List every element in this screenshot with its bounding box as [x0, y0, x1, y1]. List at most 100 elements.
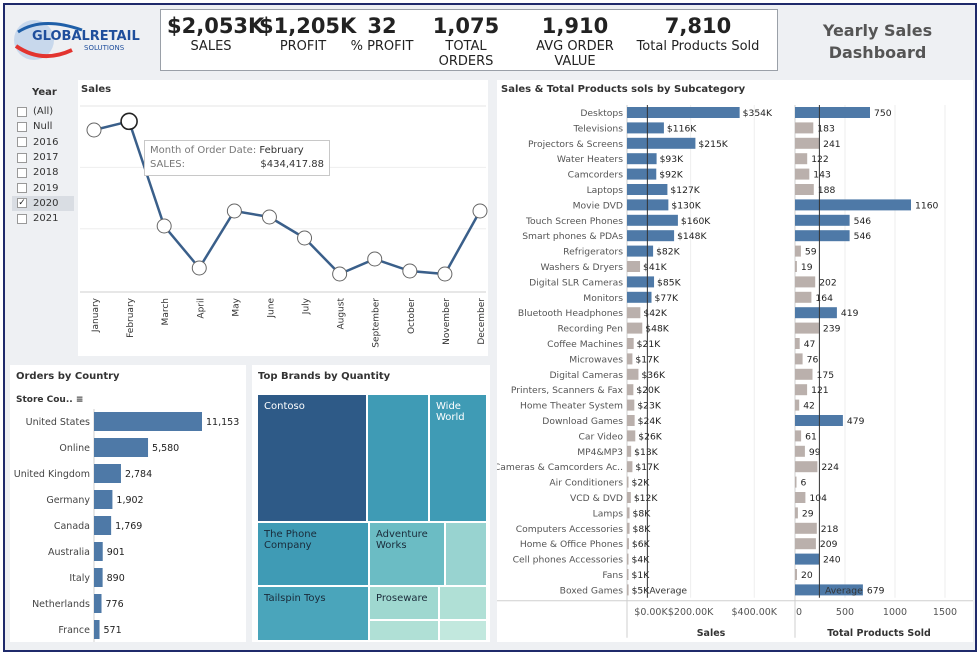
qty-value-label: 47 — [804, 339, 816, 350]
year-checkbox[interactable] — [17, 152, 27, 163]
qty-average-label: Average — [825, 585, 863, 596]
country-bar — [94, 542, 103, 561]
year-checkbox[interactable] — [17, 167, 27, 178]
sales-point — [120, 112, 138, 131]
treemap-label: Proseware — [376, 593, 428, 604]
treemap-wide-world[interactable]: Wide World — [430, 395, 488, 523]
country-value-label: 901 — [107, 547, 125, 558]
sales-value-label: $1K — [632, 570, 651, 581]
subcategory-label: Camcorders — [568, 170, 624, 181]
qty-bar — [795, 461, 818, 473]
kpi-label: % PROFIT — [350, 39, 414, 54]
sales-bar — [627, 307, 641, 319]
qty-bar — [795, 107, 870, 118]
year-option[interactable]: ✓ 2020 — [12, 195, 74, 212]
year-checkbox[interactable]: ✓ — [17, 198, 27, 209]
year-checkbox[interactable] — [17, 137, 27, 148]
subcategory-label: VCD & DVD — [570, 493, 623, 504]
sales-bar — [627, 476, 629, 488]
qty-bar — [795, 569, 797, 580]
tooltip-value: February — [259, 145, 304, 156]
month-tick-label: July — [302, 297, 312, 315]
subcategory-label: Smart phones & PDAs — [522, 231, 623, 242]
year-option[interactable]: 2019 — [12, 180, 74, 195]
country-value-label: 5,580 — [152, 443, 179, 454]
kpi-label: TOTAL ORDERS — [438, 39, 494, 69]
month-tick-label: October — [407, 298, 417, 334]
sales-value-label: $24K — [638, 416, 663, 427]
subcategory-label: Projectors & Screens — [528, 139, 623, 150]
sales-tooltip: Month of Order Date: February SALES: $434… — [144, 140, 330, 176]
sales-bar — [627, 153, 657, 165]
qty-value-label: 29 — [802, 508, 814, 519]
treemap-block[interactable] — [370, 621, 440, 642]
country-label: Germany — [46, 495, 90, 506]
qty-value-label: 175 — [817, 370, 835, 381]
treemap-block[interactable] — [440, 587, 488, 621]
year-option[interactable]: 2016 — [12, 135, 74, 150]
country-label: Canada — [54, 521, 90, 532]
year-option[interactable]: 2017 — [12, 150, 74, 165]
sales-bar — [627, 261, 641, 272]
year-checkbox[interactable] — [17, 121, 27, 132]
sales-bar — [627, 276, 655, 288]
sales-value-label: $4K — [632, 555, 651, 566]
year-option-label: 2019 — [33, 182, 59, 194]
month-tick-label: December — [477, 298, 487, 345]
subcategory-label: Download Games — [542, 416, 623, 427]
year-option[interactable]: (All) — [12, 104, 74, 119]
sales-bar — [627, 230, 675, 242]
country-bar — [94, 594, 102, 613]
qty-value-label: 104 — [809, 493, 827, 504]
sales-bar — [627, 553, 629, 565]
sales-value-label: $6K — [632, 539, 651, 550]
year-option[interactable]: 2018 — [12, 165, 74, 180]
year-option[interactable]: 2021 — [12, 211, 74, 226]
qty-tick-label: 0 — [796, 607, 802, 618]
kpi-products-sold: 7,810 Total Products Sold — [635, 14, 761, 54]
year-option[interactable]: Null — [12, 119, 74, 134]
treemap-block[interactable] — [440, 621, 488, 642]
kpi-value: 1,910 — [541, 14, 609, 38]
qty-bar — [795, 230, 850, 242]
country-label: France — [58, 625, 90, 636]
country-value-label: 890 — [107, 573, 125, 584]
qty-value-label: 42 — [803, 401, 815, 412]
kpi-value: $1,205K — [259, 14, 357, 38]
qty-value-label: 20 — [801, 570, 813, 581]
sales-bar — [627, 569, 629, 580]
subcategory-label: Desktops — [580, 108, 623, 119]
sales-value-label: $93K — [660, 154, 685, 165]
treemap-adventure-works[interactable]: Adventure Works — [370, 523, 446, 587]
year-checkbox[interactable] — [17, 213, 27, 224]
sales-bar — [627, 461, 633, 473]
year-checkbox[interactable] — [17, 183, 27, 194]
qty-bar — [795, 584, 863, 596]
treemap-block[interactable] — [368, 395, 430, 523]
subcategory-label: Monitors — [583, 293, 623, 304]
qty-bar — [795, 137, 820, 149]
qty-bar — [795, 199, 911, 211]
sales-bar — [627, 353, 633, 365]
country-sort-header[interactable]: Store Cou.. ≡ — [16, 395, 83, 405]
treemap-tailspin-toys[interactable]: Tailspin Toys — [258, 587, 370, 642]
treemap-contoso[interactable]: Contoso — [258, 395, 368, 523]
sales-title: Sales — [81, 84, 112, 95]
sales-line-chart: January February March April May June July Augu… — [80, 105, 488, 348]
qty-value-label: 188 — [818, 185, 836, 196]
country-bar — [94, 412, 202, 431]
sales-value-label: $116K — [667, 123, 697, 134]
qty-value-label: 546 — [854, 216, 872, 227]
qty-value-label: 240 — [823, 555, 841, 566]
treemap-phone-company[interactable]: The Phone Company — [258, 523, 370, 587]
subcategory-label: Digital SLR Cameras — [529, 277, 623, 288]
logo-brand-top: GLOBALRETAIL — [32, 29, 140, 44]
treemap-block[interactable] — [446, 523, 488, 587]
qty-bar — [795, 522, 817, 534]
sales-bar — [627, 122, 664, 134]
qty-bar — [795, 445, 805, 457]
treemap-proseware[interactable]: Proseware — [370, 587, 440, 621]
qty-value-label: 479 — [847, 416, 865, 427]
sales-value-label: $92K — [659, 170, 684, 181]
year-checkbox[interactable] — [17, 106, 27, 117]
